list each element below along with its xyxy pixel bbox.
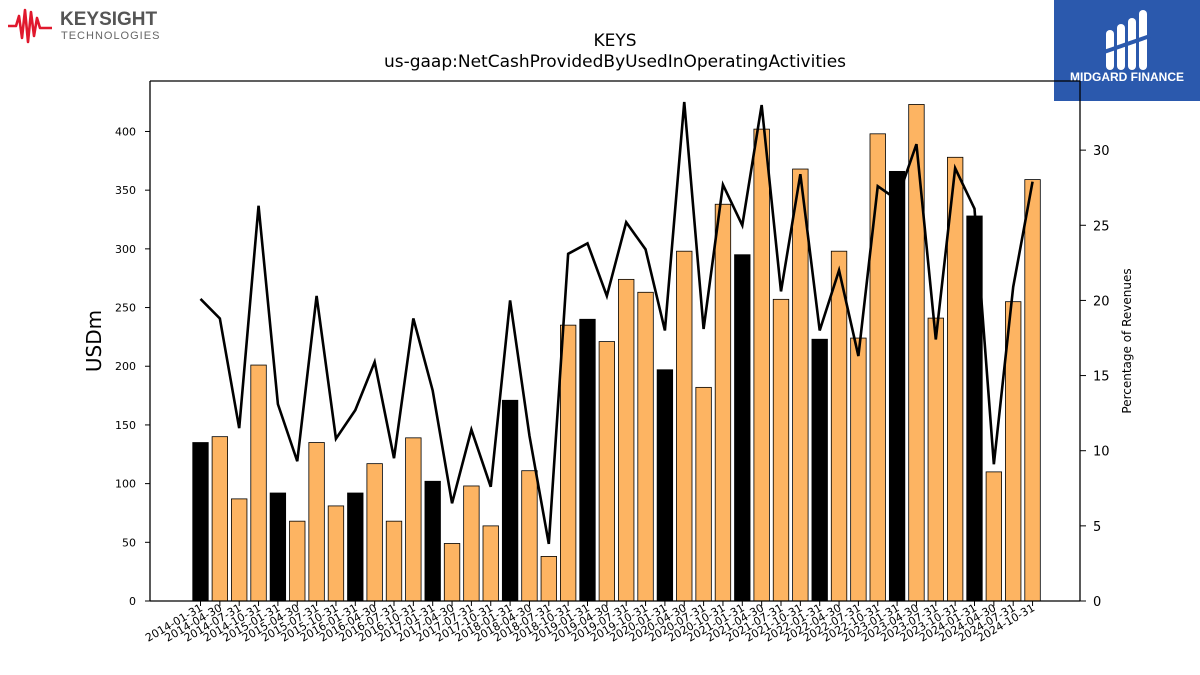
bar — [463, 485, 480, 602]
bar — [927, 317, 944, 602]
bar — [811, 338, 828, 602]
y-tick-label: 400 — [115, 125, 136, 138]
keysight-logo-name: KEYSIGHT — [60, 9, 158, 30]
bar — [405, 437, 422, 602]
bar — [501, 399, 519, 602]
y-tick-label: 100 — [115, 478, 136, 491]
y-tick-label: 50 — [122, 536, 136, 549]
percentage-line — [199, 101, 1034, 545]
y2-tick-label: 10 — [1093, 445, 1110, 460]
keysight-logo: KEYSIGHT TECHNOLOGIES — [8, 6, 178, 46]
bar — [656, 369, 674, 602]
bar — [579, 318, 596, 602]
bar — [269, 492, 287, 602]
y-tick-label: 0 — [129, 595, 136, 608]
keysight-logo-sub: TECHNOLOGIES — [61, 30, 160, 42]
bar — [366, 463, 383, 602]
bar — [695, 386, 712, 602]
bar — [385, 520, 403, 602]
bar — [289, 520, 306, 602]
chart-subtitle: us-gaap:NetCashProvidedByUsedInOperating… — [383, 52, 847, 72]
bar — [347, 492, 364, 602]
bar — [1024, 179, 1041, 602]
bar — [908, 104, 925, 602]
bar — [250, 364, 267, 602]
y2-tick-label: 30 — [1093, 144, 1110, 159]
midgard-logo-name: MIDGARD FINANCE — [1070, 70, 1184, 84]
y2-tick-label: 15 — [1093, 370, 1110, 385]
bar — [443, 543, 461, 602]
bar — [598, 341, 615, 602]
y-tick-label: 200 — [115, 360, 136, 373]
bar — [753, 128, 770, 602]
y-tick-label: 350 — [115, 184, 136, 197]
bar — [869, 133, 886, 602]
bar — [521, 470, 538, 602]
midgard-emblem-icon: MIDGARD FINANCE — [1070, 10, 1184, 84]
bar — [830, 250, 848, 602]
chart-title-block: KEYS us-gaap:NetCashProvidedByUsedInOper… — [0, 31, 1200, 73]
y2-axis-label: Percentage of Revenues — [1120, 268, 1134, 413]
chart-title: KEYS — [593, 31, 637, 51]
y-tick-label: 250 — [115, 302, 136, 315]
y2-tick-label: 25 — [1093, 219, 1110, 234]
bar — [618, 278, 635, 602]
midgard-logo: MIDGARD FINANCE — [1054, 0, 1200, 101]
keysight-wave-icon: KEYSIGHT TECHNOLOGIES — [8, 8, 160, 44]
bar — [888, 170, 906, 602]
y-tick-label: 150 — [115, 419, 136, 432]
bar — [792, 168, 809, 602]
bar — [560, 324, 577, 602]
y2-tick-label: 20 — [1093, 294, 1110, 309]
bar — [540, 556, 557, 602]
bar — [714, 203, 732, 602]
bar — [637, 291, 654, 602]
y-tick-label: 300 — [115, 243, 136, 256]
bar — [424, 480, 441, 602]
bar — [985, 471, 1002, 602]
bar — [850, 337, 867, 602]
bar — [231, 498, 248, 602]
bar — [734, 254, 751, 602]
y2-tick-label: 0 — [1093, 595, 1101, 610]
bar — [192, 442, 209, 602]
bar — [211, 436, 229, 602]
bar — [327, 505, 345, 602]
bar — [676, 250, 693, 602]
y-axis-label: USDm — [82, 310, 106, 372]
y2-tick-label: 5 — [1093, 520, 1101, 535]
bar — [772, 298, 790, 602]
bar — [482, 525, 499, 602]
bar — [308, 442, 325, 602]
